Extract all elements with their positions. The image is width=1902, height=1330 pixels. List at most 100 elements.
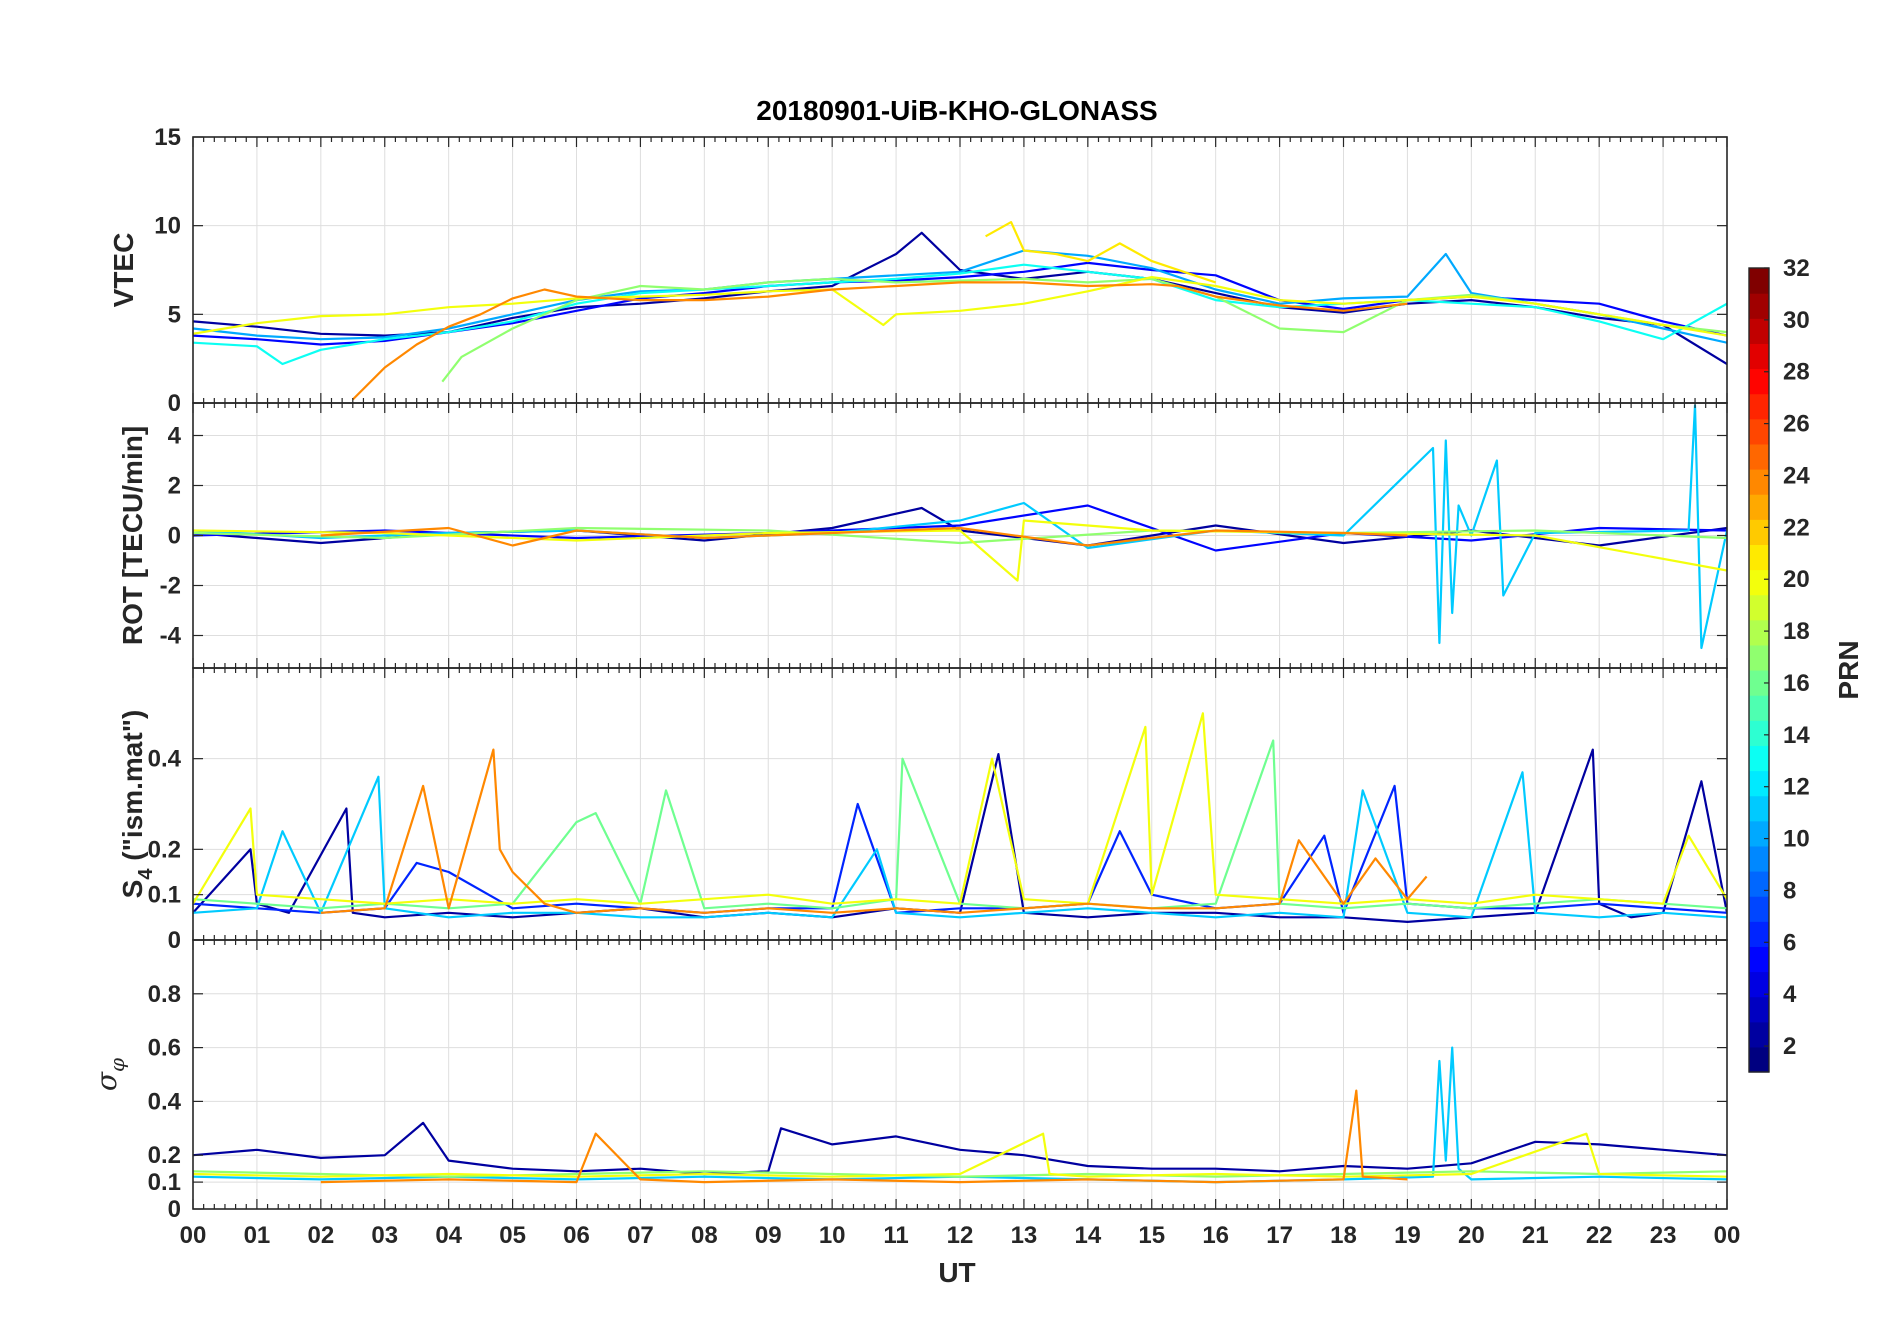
x-tick-label: 23 xyxy=(1650,1222,1677,1249)
x-tick-label: 01 xyxy=(244,1222,271,1249)
colorbar-tick-label: 14 xyxy=(1783,722,1810,749)
y-tick-label: 0 xyxy=(168,1196,181,1223)
y-axis-label-sigma: σφ xyxy=(90,1058,129,1091)
colorbar-segment xyxy=(1749,921,1769,947)
series-prn-16 xyxy=(193,739,1727,910)
x-tick-label: 22 xyxy=(1586,1222,1613,1249)
colorbar-tick-label: 10 xyxy=(1783,826,1810,853)
colorbar-segment xyxy=(1749,443,1769,470)
x-tick-label: 00 xyxy=(1714,1222,1741,1249)
x-tick-label: 10 xyxy=(819,1222,846,1249)
series-prn-24 xyxy=(320,748,1428,914)
y-tick-label: 0.4 xyxy=(148,746,182,773)
series-group-sigma xyxy=(193,1046,1727,1184)
y-tick-label: 0.2 xyxy=(148,836,181,863)
colorbar-segment xyxy=(1749,494,1769,520)
colorbar-segment xyxy=(1749,820,1769,847)
y-axis-label-rot: ROT [TECU/min] xyxy=(117,426,148,645)
colorbar-segment xyxy=(1749,318,1769,344)
series-prn-5 xyxy=(193,504,1727,552)
series-prn-20 xyxy=(193,519,1727,582)
colorbar-tick-label: 8 xyxy=(1783,877,1796,904)
y-axis-label-s4: S4 ("ism.mat") xyxy=(117,710,157,899)
chart-title: 20180901-UiB-KHO-GLONASS xyxy=(756,95,1157,126)
x-tick-label: 02 xyxy=(307,1222,334,1249)
y-tick-label: -4 xyxy=(160,623,182,650)
x-tick-label: 11 xyxy=(883,1222,908,1249)
x-tick-label: 00 xyxy=(180,1222,207,1249)
x-axis-label: UT xyxy=(938,1257,975,1288)
series-prn-24 xyxy=(352,281,1408,401)
ticks-s4 xyxy=(192,668,1728,941)
colorbar-segment xyxy=(1749,619,1769,646)
colorbar-tick-label: 24 xyxy=(1783,462,1810,489)
colorbar-segment xyxy=(1749,720,1769,746)
series-prn-10 xyxy=(193,249,1727,344)
x-tick-label: 05 xyxy=(499,1222,526,1249)
x-tick-label: 17 xyxy=(1266,1222,1293,1249)
colorbar-tick-label: 28 xyxy=(1783,359,1810,386)
colorbar-segment xyxy=(1749,971,1769,998)
colorbar-tick-label: 22 xyxy=(1783,514,1810,541)
colorbar-segment xyxy=(1749,293,1769,319)
colorbar-segment xyxy=(1749,745,1769,772)
colorbar-segment xyxy=(1749,795,1769,822)
series-group-s4 xyxy=(193,712,1727,924)
series-group-rot xyxy=(193,404,1727,650)
colorbar-segment xyxy=(1749,845,1769,872)
panel-rot: -4 -2 0 2 4 ROT [TECU/min] xyxy=(117,402,1728,669)
y-tick-label: 15 xyxy=(154,124,181,151)
series-prn-11 xyxy=(193,771,1727,919)
colorbar-tick-label: 16 xyxy=(1783,670,1810,697)
colorbar-label: PRN xyxy=(1833,640,1864,699)
x-tick-label: 07 xyxy=(627,1222,654,1249)
colorbar-segment xyxy=(1749,368,1769,395)
colorbar-segment xyxy=(1749,519,1769,545)
ticks-sigma xyxy=(192,940,1728,1210)
series-group-vtec xyxy=(193,221,1727,401)
x-tick-label: 08 xyxy=(691,1222,718,1249)
x-tick-label: 09 xyxy=(755,1222,782,1249)
panel-s4: 0 0.1 0.2 0.4S4 ("ism.mat") xyxy=(117,667,1728,954)
colorbar-segment xyxy=(1749,469,1769,495)
colorbar-segment xyxy=(1749,770,1769,797)
y-tick-label: 0.4 xyxy=(148,1088,182,1115)
colorbar-tick-label: 30 xyxy=(1783,307,1810,334)
colorbar-segment xyxy=(1749,1046,1769,1073)
x-tick-label: 13 xyxy=(1011,1222,1038,1249)
ticks-rot xyxy=(192,403,1728,668)
y-tick-label: 2 xyxy=(168,473,181,500)
colorbar-segment xyxy=(1749,695,1769,721)
colorbar-frame xyxy=(1748,267,1770,1073)
colorbar-segment xyxy=(1749,544,1769,571)
x-tick-label: 15 xyxy=(1138,1222,1165,1249)
colorbar-tick-label: 12 xyxy=(1783,774,1810,801)
x-tick-label: 04 xyxy=(435,1222,462,1249)
series-prn-20 xyxy=(193,712,1727,905)
colorbar: 32 30 28 26 24 22 20 18 16 14 12 10 8 6 4 2 xyxy=(1748,255,1810,1073)
colorbar-segment xyxy=(1749,644,1769,671)
y-tick-label: 0.1 xyxy=(148,1169,181,1196)
x-tick-label: 21 xyxy=(1522,1222,1549,1249)
colorbar-segment xyxy=(1749,418,1769,445)
x-tick-label: 18 xyxy=(1330,1222,1357,1249)
y-tick-label: 0.2 xyxy=(148,1142,181,1169)
colorbar-segment xyxy=(1749,594,1769,621)
colorbar-tick-label: 32 xyxy=(1783,255,1810,282)
colorbar-tick-label: 4 xyxy=(1783,981,1797,1008)
series-prn-24 xyxy=(320,1089,1408,1184)
series-prn-13 xyxy=(193,263,1727,366)
x-tick-label: 06 xyxy=(563,1222,590,1249)
y-tick-label: 0 xyxy=(168,390,181,417)
colorbar-segment xyxy=(1749,996,1769,1023)
x-tick-label: 16 xyxy=(1202,1222,1229,1249)
colorbar-segment xyxy=(1749,946,1769,973)
y-tick-label: -2 xyxy=(160,573,181,600)
colorbar-tick-label: 18 xyxy=(1783,618,1810,645)
colorbar-segment xyxy=(1749,393,1769,420)
x-tick-label: 12 xyxy=(947,1222,974,1249)
panel-vtec: 0 5 10 15 VTEC xyxy=(108,124,1728,417)
y-tick-label: 0 xyxy=(168,523,181,550)
y-tick-label: 0 xyxy=(168,927,181,954)
